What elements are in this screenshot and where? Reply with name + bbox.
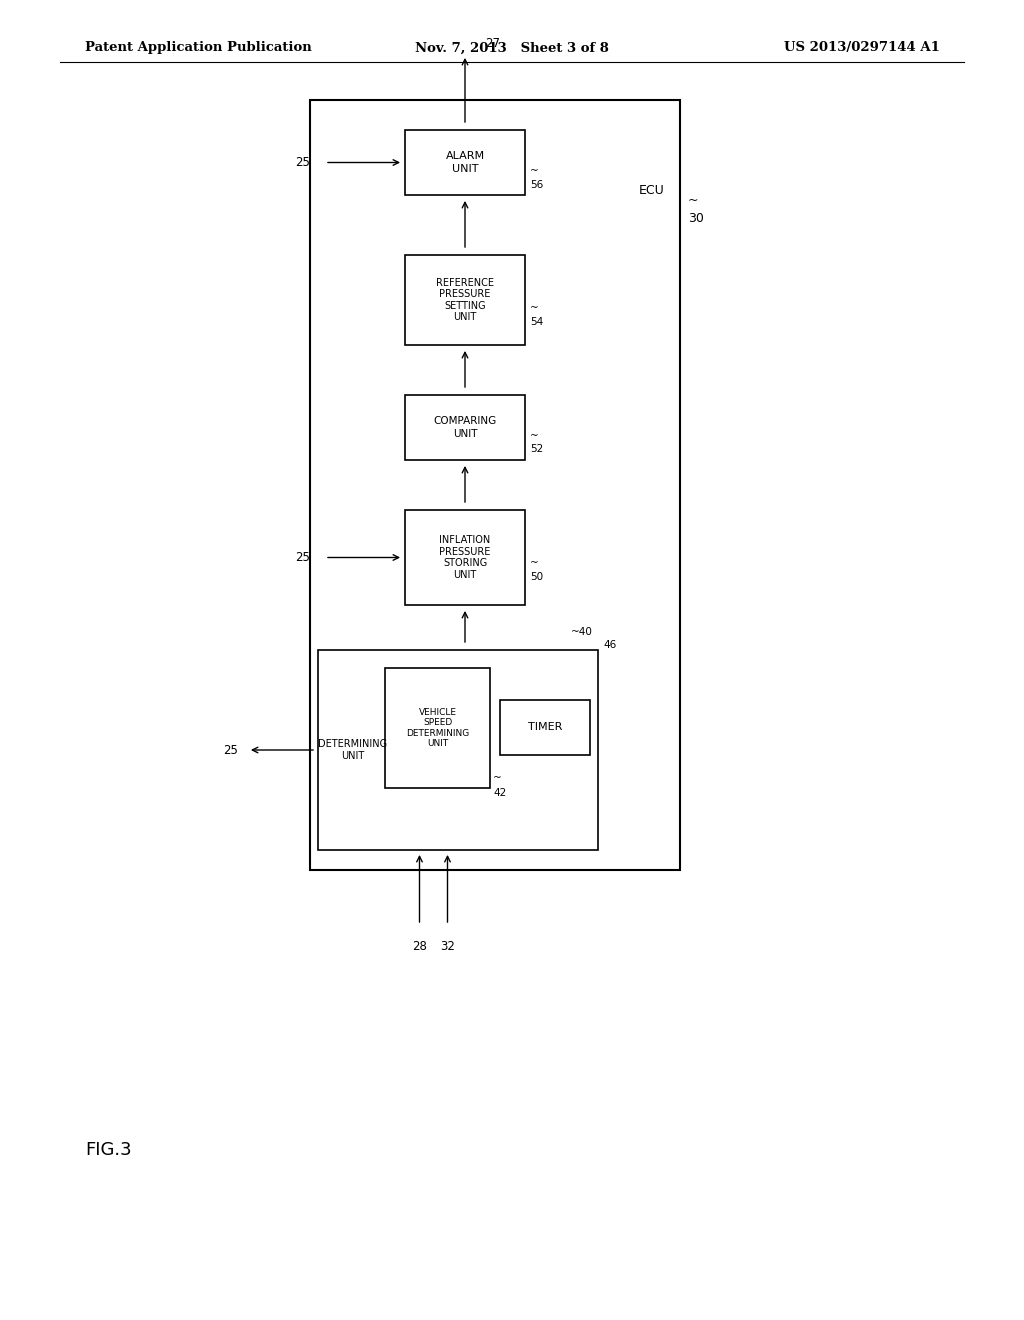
Text: 32: 32 [440,940,455,953]
Text: 28: 28 [412,940,427,953]
Text: 25: 25 [295,550,310,564]
Text: Nov. 7, 2013   Sheet 3 of 8: Nov. 7, 2013 Sheet 3 of 8 [415,41,609,54]
Bar [310,100,680,870]
Text: 56: 56 [530,180,544,190]
Text: 30: 30 [688,211,703,224]
Text: 25: 25 [295,156,310,169]
Text: FIG.3: FIG.3 [85,1140,132,1159]
Text: 52: 52 [530,445,544,454]
Bar [406,255,525,345]
Text: ~: ~ [530,430,539,441]
Text: ~: ~ [530,165,539,176]
Text: ALARM
UNIT: ALARM UNIT [445,152,484,174]
Text: 25: 25 [223,743,238,756]
Text: ~: ~ [688,194,698,206]
Text: COMPARING
UNIT: COMPARING UNIT [433,416,497,438]
Text: 42: 42 [493,788,506,799]
Text: Patent Application Publication: Patent Application Publication [85,41,311,54]
Text: VEHICLE
SPEED
DETERMINING
UNIT: VEHICLE SPEED DETERMINING UNIT [406,708,469,748]
Text: ~: ~ [530,304,539,313]
Text: INFLATION
PRESSURE
STORING
UNIT: INFLATION PRESSURE STORING UNIT [439,535,490,579]
Text: 27: 27 [485,37,500,50]
Text: TIMER: TIMER [527,722,562,733]
Text: ECU: ECU [639,183,665,197]
Text: 54: 54 [530,317,544,327]
Bar [500,700,590,755]
Text: 50: 50 [530,572,543,582]
Bar [385,668,490,788]
Bar [318,649,598,850]
Text: ~40: ~40 [571,627,593,638]
Text: 46: 46 [603,640,616,649]
Bar [406,510,525,605]
Bar [406,395,525,459]
Text: REFERENCE
PRESSURE
SETTING
UNIT: REFERENCE PRESSURE SETTING UNIT [436,277,494,322]
Text: ~: ~ [493,774,502,783]
Text: DETERMINING
UNIT: DETERMINING UNIT [318,739,387,762]
Bar [406,129,525,195]
Text: ~: ~ [530,557,539,568]
Text: US 2013/0297144 A1: US 2013/0297144 A1 [784,41,940,54]
